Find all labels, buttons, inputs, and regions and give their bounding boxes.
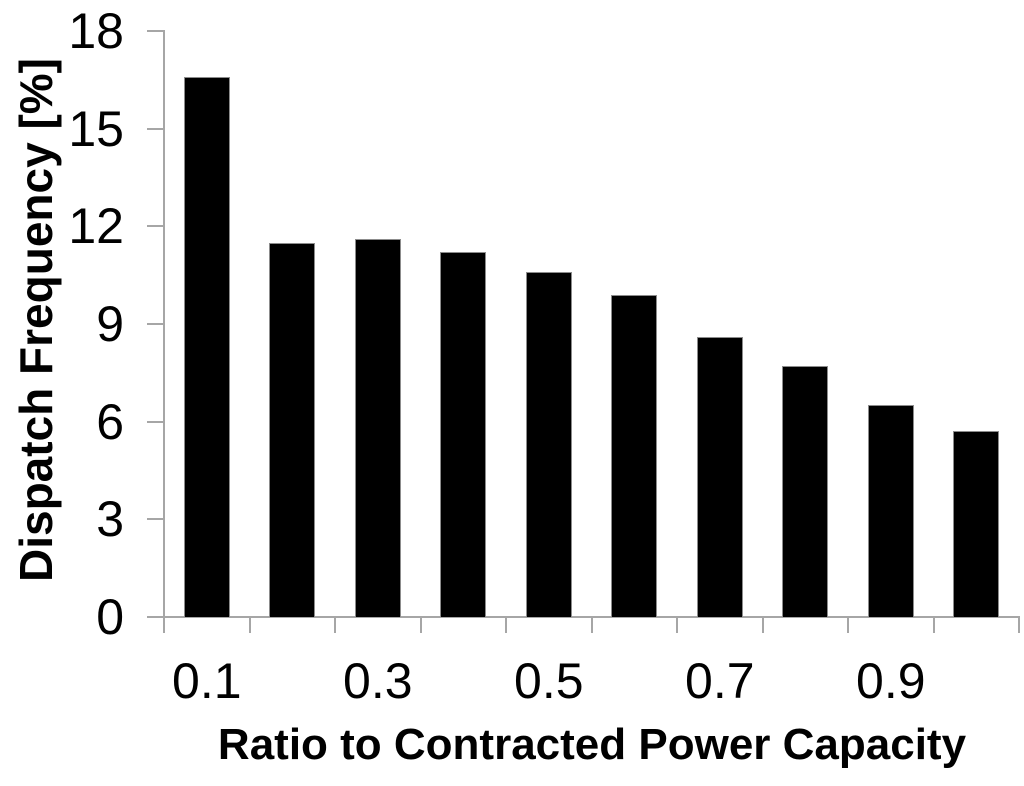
bar-0.9 — [867, 405, 914, 617]
y-tick-6 — [147, 420, 163, 423]
x-tick-0 — [163, 618, 165, 633]
y-axis-line — [163, 30, 165, 631]
bar-0.1 — [183, 76, 230, 617]
x-tick-7 — [761, 618, 764, 633]
bar-0.7 — [696, 337, 743, 617]
y-tick-label-6: 6 — [96, 393, 124, 450]
x-tick-4 — [505, 618, 507, 633]
y-tick-15 — [147, 127, 163, 130]
y-tick-label-15: 15 — [68, 100, 124, 157]
plot-area — [164, 31, 1019, 617]
y-tick-label-0: 0 — [96, 589, 124, 645]
y-tick-3 — [147, 518, 163, 521]
x-tick-2 — [334, 618, 336, 633]
x-tick-label-0.5: 0.5 — [514, 653, 584, 709]
y-tick-0 — [147, 616, 163, 618]
y-tick-9 — [147, 323, 163, 325]
x-tick-5 — [590, 618, 593, 633]
x-tick-8 — [847, 618, 849, 633]
y-tick-12 — [147, 225, 163, 228]
bar-0.2 — [269, 242, 316, 617]
x-tick-10 — [1018, 618, 1020, 633]
bar-0.4 — [440, 252, 487, 617]
x-axis-line — [148, 616, 1020, 618]
y-tick-label-12: 12 — [68, 198, 124, 255]
x-tick-1 — [248, 618, 251, 633]
bar-0.8 — [782, 366, 829, 617]
x-tick-label-0.7: 0.7 — [685, 653, 755, 709]
x-tick-label-0.3: 0.3 — [343, 653, 413, 709]
y-tick-18 — [147, 30, 163, 32]
y-tick-label-9: 9 — [96, 296, 124, 352]
bar-0.5 — [525, 271, 572, 617]
y-tick-label-3: 3 — [96, 491, 124, 548]
x-tick-label-0.1: 0.1 — [172, 653, 242, 709]
x-tick-6 — [676, 618, 678, 633]
bar-0.3 — [354, 239, 401, 617]
x-tick-label-0.9: 0.9 — [856, 653, 926, 709]
x-axis-title: Ratio to Contracted Power Capacity — [217, 720, 967, 769]
x-tick-9 — [932, 618, 935, 633]
bar-1 — [953, 431, 1000, 617]
y-tick-label-18: 18 — [68, 3, 124, 59]
x-tick-3 — [419, 618, 422, 633]
bar-0.6 — [611, 294, 658, 617]
